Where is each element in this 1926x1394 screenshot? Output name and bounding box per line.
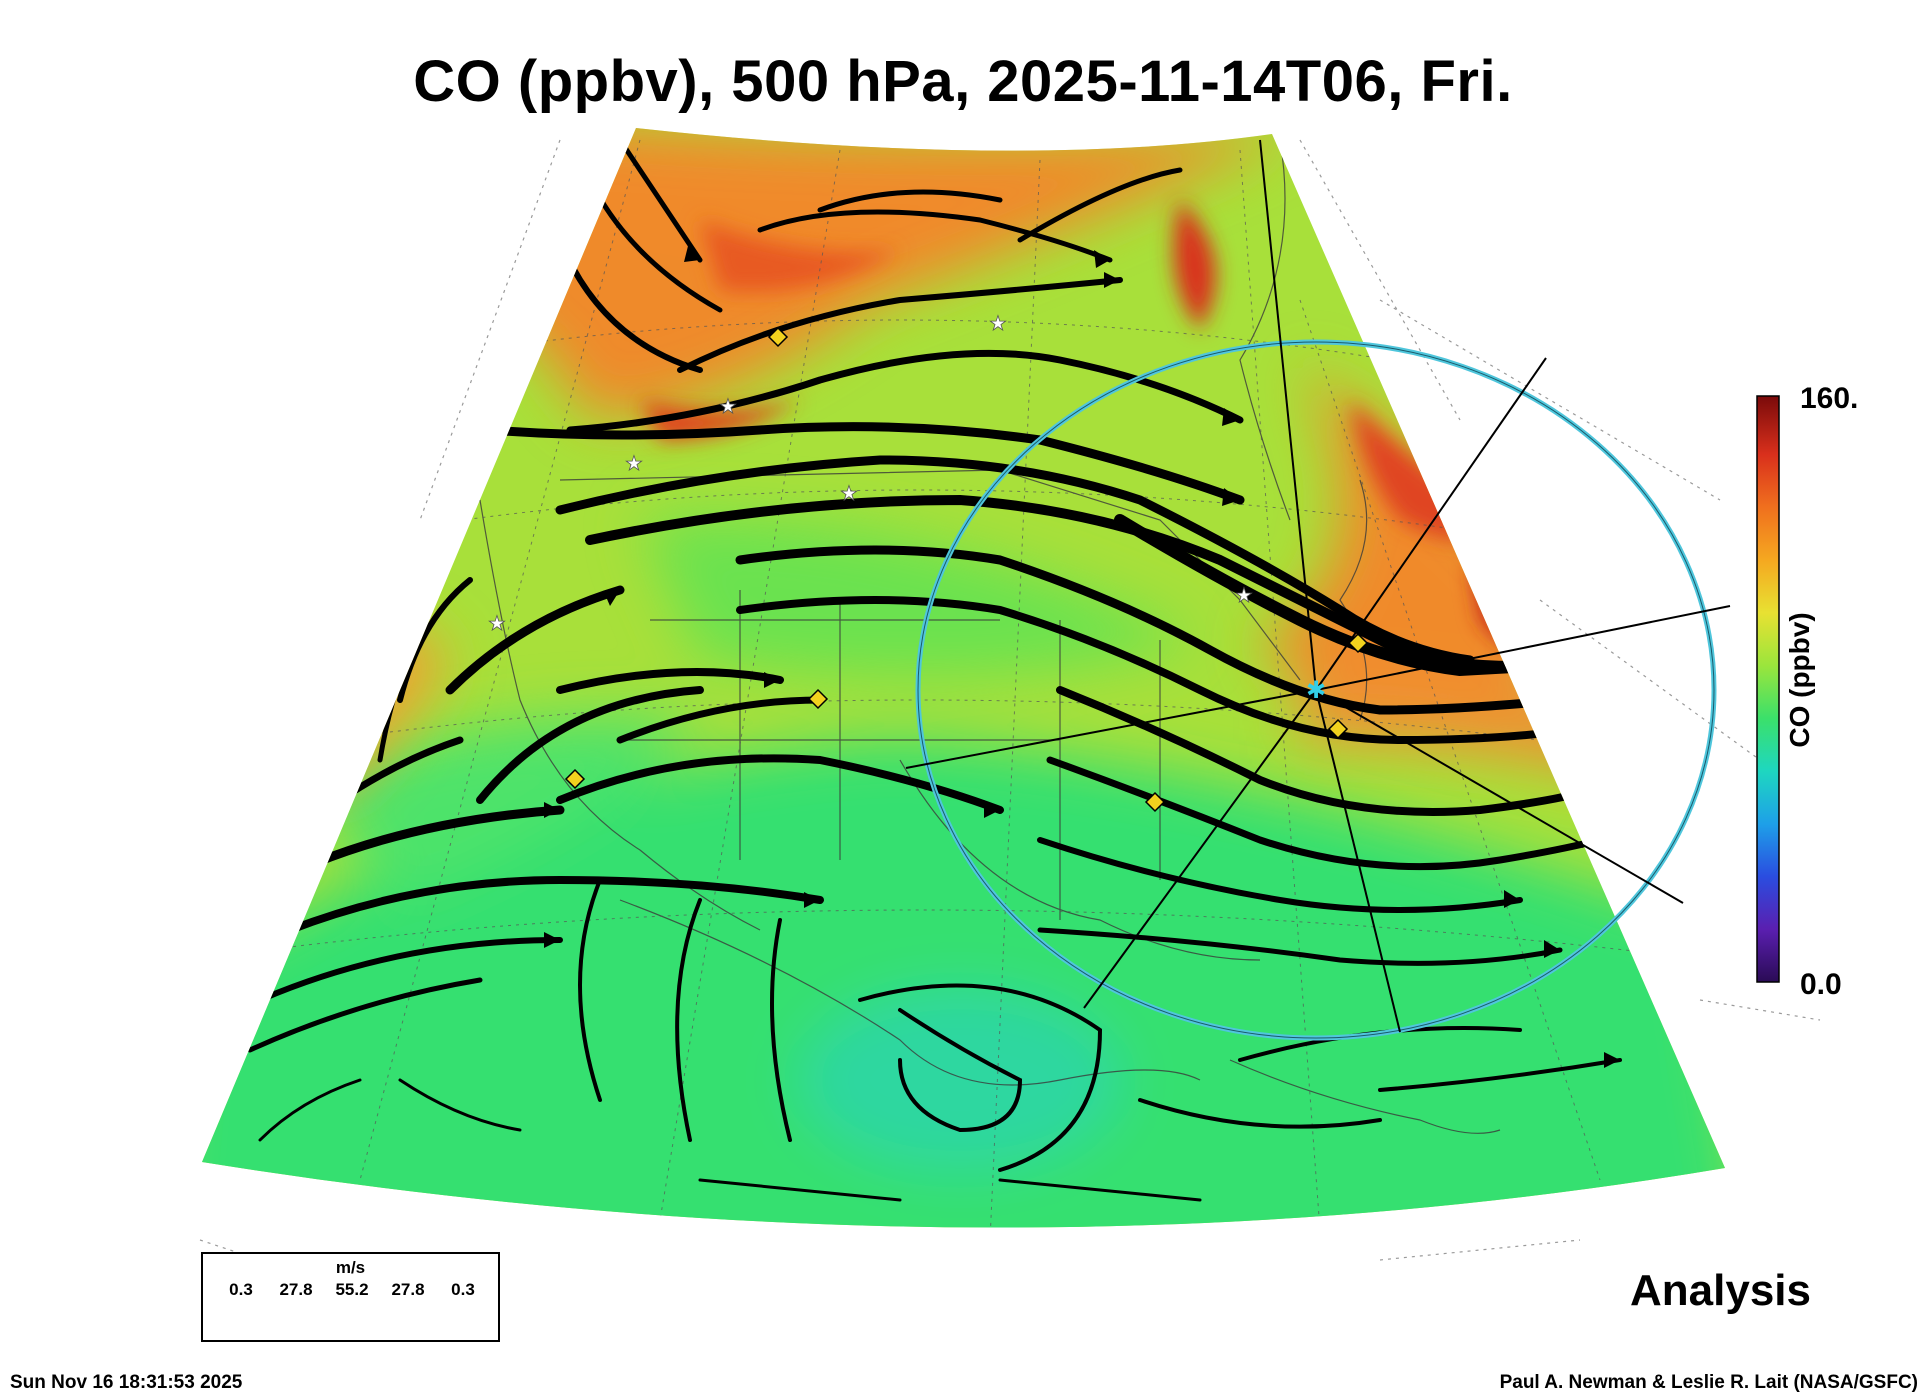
observer-center-icon: ✱: [1306, 676, 1326, 704]
footer-timestamp: Sun Nov 16 18:31:53 2025: [10, 1372, 243, 1393]
legend-value: 27.8: [391, 1280, 425, 1299]
legend-units: m/s: [335, 1258, 366, 1277]
outer-graticule: [199, 139, 1821, 1261]
svg-text:★: ★: [1456, 534, 1474, 558]
legend-value: 0.3: [451, 1280, 475, 1299]
wind-speed-legend: m/s 0.3 27.8 55.2 27.8 0.3: [201, 1252, 500, 1342]
colorbar-max-label: 160.: [1800, 382, 1859, 415]
svg-text:★: ★: [1235, 583, 1253, 607]
colorbar: [1756, 395, 1780, 983]
colorbar-min-label: 0.0: [1800, 968, 1842, 1001]
co-field-low: [202, 517, 1725, 1228]
footer-credit: Paul A. Newman & Leslie R. Lait (NASA/GS…: [1499, 1372, 1918, 1393]
political-boundaries: [479, 139, 1501, 1134]
svg-text:★: ★: [488, 611, 506, 635]
legend-value: 27.8: [279, 1280, 313, 1299]
svg-text:★: ★: [625, 451, 643, 475]
observer-rays: [905, 139, 1731, 1033]
map-title: CO (ppbv), 500 hPa, 2025-11-14T06, Fri.: [413, 49, 1513, 114]
legend-value: 55.2: [335, 1280, 369, 1299]
svg-text:★: ★: [719, 394, 737, 418]
station-diamonds: [564, 326, 1369, 813]
wind-streamlines: [247, 137, 1622, 1202]
legend-value: 0.3: [229, 1280, 253, 1299]
svg-text:★: ★: [840, 481, 858, 505]
analysis-label: Analysis: [1630, 1266, 1811, 1315]
colorbar-title: CO (ppbv): [1784, 612, 1815, 748]
svg-text:★: ★: [989, 311, 1007, 335]
observer-ring: [915, 339, 1717, 1041]
